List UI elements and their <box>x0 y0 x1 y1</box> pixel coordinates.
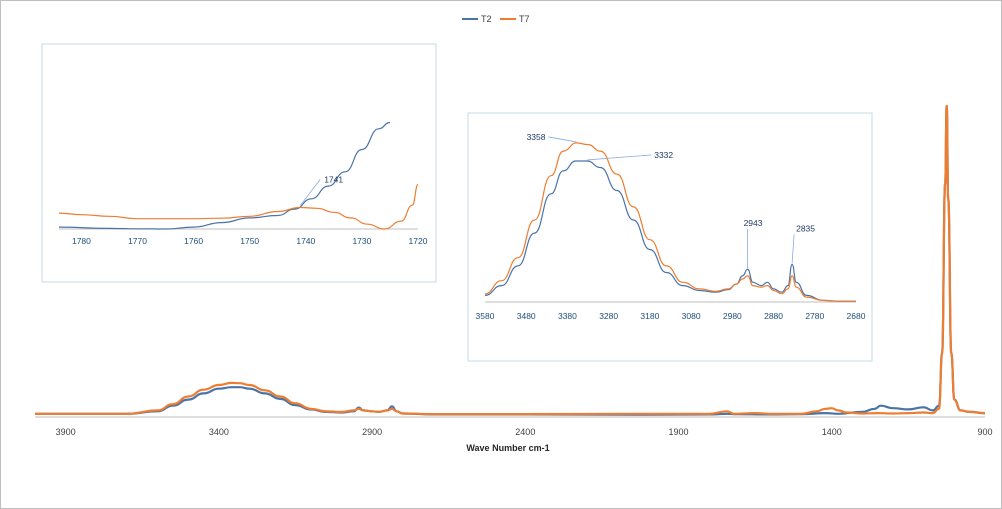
inset-carbonyl-series-T7 <box>58 183 419 230</box>
legend-label-T2: T2 <box>481 14 492 24</box>
annotation-label-3358: 3358 <box>527 132 546 142</box>
inset-oh-tick-3380: 3380 <box>558 311 577 321</box>
inset-oh-series-T7 <box>484 142 856 302</box>
inset-carbonyl-tick-1780: 1780 <box>72 236 91 246</box>
annotation-leader-3332 <box>587 154 652 161</box>
inset-carbonyl-tick-1770: 1770 <box>128 236 147 246</box>
legend-label-T7: T7 <box>519 14 530 24</box>
main-tick-900: 900 <box>977 427 992 437</box>
inset-oh-tick-2680: 2680 <box>847 311 866 321</box>
inset-carbonyl-annotations: 1741 <box>299 175 343 206</box>
inset-oh-x-tick-labels: 3580 3480 3380 3280 3180 3080 2980 2880 2780 2680 <box>476 311 866 321</box>
inset-oh-tick-2780: 2780 <box>805 311 824 321</box>
inset-carbonyl-series-T2 <box>58 121 391 230</box>
main-tick-1400: 1400 <box>822 427 842 437</box>
inset-oh-region: 3580 3480 3380 3280 3180 3080 2980 2880 2780 2680… <box>467 112 873 362</box>
main-x-axis-title: Wave Number cm-1 <box>466 443 549 453</box>
legend: T2 T7 <box>462 14 530 24</box>
inset-oh-series <box>484 142 856 302</box>
inset-carbonyl-tick-1730: 1730 <box>352 236 371 246</box>
inset-oh-series-T2 <box>484 160 856 302</box>
inset-oh-tick-3280: 3280 <box>599 311 618 321</box>
inset-carbonyl-tick-1740: 1740 <box>296 236 315 246</box>
inset-oh-border <box>467 112 873 362</box>
annotation-label-3332: 3332 <box>654 150 673 160</box>
inset-carbonyl: 1780 1770 1760 1750 1740 1730 1720 1741 <box>41 43 437 283</box>
inset-oh-tick-3580: 3580 <box>476 311 495 321</box>
inset-oh-tick-2980: 2980 <box>723 311 742 321</box>
annotation-label-2835: 2835 <box>796 223 815 233</box>
annotation-leader-1741 <box>299 179 321 206</box>
annotation-leader-3358 <box>548 136 577 143</box>
main-x-tick-labels: 3900 3400 2900 2400 1900 1400 900 <box>56 427 993 437</box>
inset-oh-tick-2880: 2880 <box>764 311 783 321</box>
inset-oh-tick-3180: 3180 <box>640 311 659 321</box>
main-tick-3900: 3900 <box>56 427 76 437</box>
annotation-label-2943: 2943 <box>744 218 763 228</box>
main-tick-2900: 2900 <box>362 427 382 437</box>
inset-oh-annotations: 3358 3332 2943 2835 <box>527 132 815 269</box>
inset-carbonyl-border <box>41 43 437 283</box>
main-tick-3400: 3400 <box>209 427 229 437</box>
main-series-T7 <box>34 104 986 416</box>
inset-carbonyl-tick-1720: 1720 <box>409 236 428 246</box>
main-tick-1900: 1900 <box>669 427 689 437</box>
inset-carbonyl-series <box>58 121 419 230</box>
main-tick-2400: 2400 <box>515 427 535 437</box>
inset-oh-tick-3480: 3480 <box>517 311 536 321</box>
inset-carbonyl-tick-1760: 1760 <box>184 236 203 246</box>
main-series <box>34 104 986 416</box>
annotation-label-1741: 1741 <box>324 175 343 185</box>
main-plot: 3900 3400 2900 2400 1900 1400 900 Wave Number … <box>34 104 993 453</box>
inset-carbonyl-tick-1750: 1750 <box>240 236 259 246</box>
annotation-leader-2835 <box>791 234 795 264</box>
inset-oh-tick-3080: 3080 <box>682 311 701 321</box>
inset-carbonyl-x-tick-labels: 1780 1770 1760 1750 1740 1730 1720 <box>72 236 428 246</box>
